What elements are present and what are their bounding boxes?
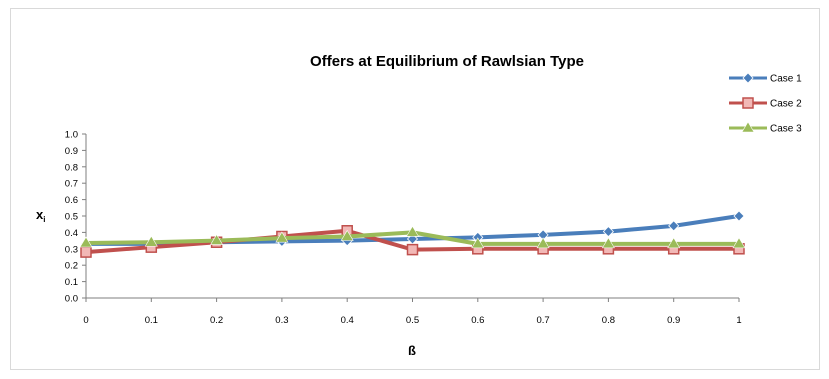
legend-label: Case 1	[770, 74, 802, 85]
x-tick-label: 1	[736, 315, 741, 326]
data-point	[79, 236, 93, 248]
x-tick-label: 0.5	[406, 315, 419, 326]
legend-item: Case 2	[729, 97, 802, 110]
data-point	[601, 237, 615, 249]
data-point	[732, 237, 746, 249]
legend-label: Case 2	[770, 99, 802, 110]
x-tick-label: 0.2	[210, 315, 223, 326]
y-tick-label: 0.8	[65, 162, 78, 173]
legend-label: Case 3	[770, 124, 802, 135]
data-point	[471, 237, 485, 249]
legend-marker	[742, 72, 754, 84]
y-axis-label: xi	[36, 207, 45, 224]
y-tick-label: 0.2	[65, 261, 78, 272]
y-tick-label: 1.0	[65, 130, 78, 141]
y-tick-label: 0.0	[65, 294, 78, 305]
data-point	[144, 235, 158, 247]
data-point	[340, 229, 354, 241]
y-tick-label: 0.1	[65, 277, 78, 288]
series-3	[79, 225, 746, 249]
y-tick-label: 0.9	[65, 146, 78, 157]
x-tick-label: 0.7	[536, 315, 549, 326]
x-tick-label: 0.9	[667, 315, 680, 326]
chart-title: Offers at Equilibrium of Rawlsian Type	[310, 53, 584, 70]
legend: Case 1 Case 2 Case 3	[729, 72, 802, 135]
x-tick-label: 0.6	[471, 315, 484, 326]
x-axis-label: ß	[408, 343, 416, 358]
data-point	[210, 234, 224, 245]
x-tick-label: 0.3	[275, 315, 288, 326]
data-point	[405, 225, 420, 237]
axes	[85, 134, 739, 299]
series-layer	[79, 210, 746, 258]
data-point	[667, 237, 681, 249]
x-axis-ticks: 0 0.1 0.2 0.3 0.4 0.5 0.6 0.7 0.8 0.9 1	[83, 298, 742, 326]
legend-marker	[742, 97, 754, 109]
data-point	[80, 246, 92, 258]
y-tick-label: 0.6	[65, 195, 78, 206]
line-chart: Offers at Equilibrium of Rawlsian Type 0…	[36, 53, 802, 358]
y-tick-label: 0.5	[65, 212, 78, 223]
x-tick-label: 0.1	[145, 315, 158, 326]
y-axis-label-main: x	[36, 207, 44, 222]
legend-item: Case 1	[729, 72, 802, 85]
y-tick-label: 0.4	[65, 228, 78, 239]
chart-area: Offers at Equilibrium of Rawlsian Type 0…	[10, 8, 820, 370]
data-point	[536, 237, 550, 249]
y-tick-label: 0.7	[65, 179, 78, 190]
data-point	[733, 210, 745, 222]
x-tick-label: 0	[83, 315, 88, 326]
legend-marker	[741, 121, 755, 133]
data-point	[668, 220, 680, 232]
data-point	[275, 231, 289, 243]
x-tick-label: 0.8	[602, 315, 615, 326]
y-tick-label: 0.3	[65, 244, 78, 255]
y-axis-ticks: 0.0 0.1 0.2 0.3 0.4 0.5 0.6 0.7 0.8 0.9 1.0	[65, 130, 86, 305]
x-tick-label: 0.4	[341, 315, 354, 326]
y-axis-label-subscript: i	[43, 215, 45, 224]
data-point	[602, 226, 614, 238]
data-point	[406, 243, 419, 256]
legend-item: Case 3	[729, 121, 802, 135]
